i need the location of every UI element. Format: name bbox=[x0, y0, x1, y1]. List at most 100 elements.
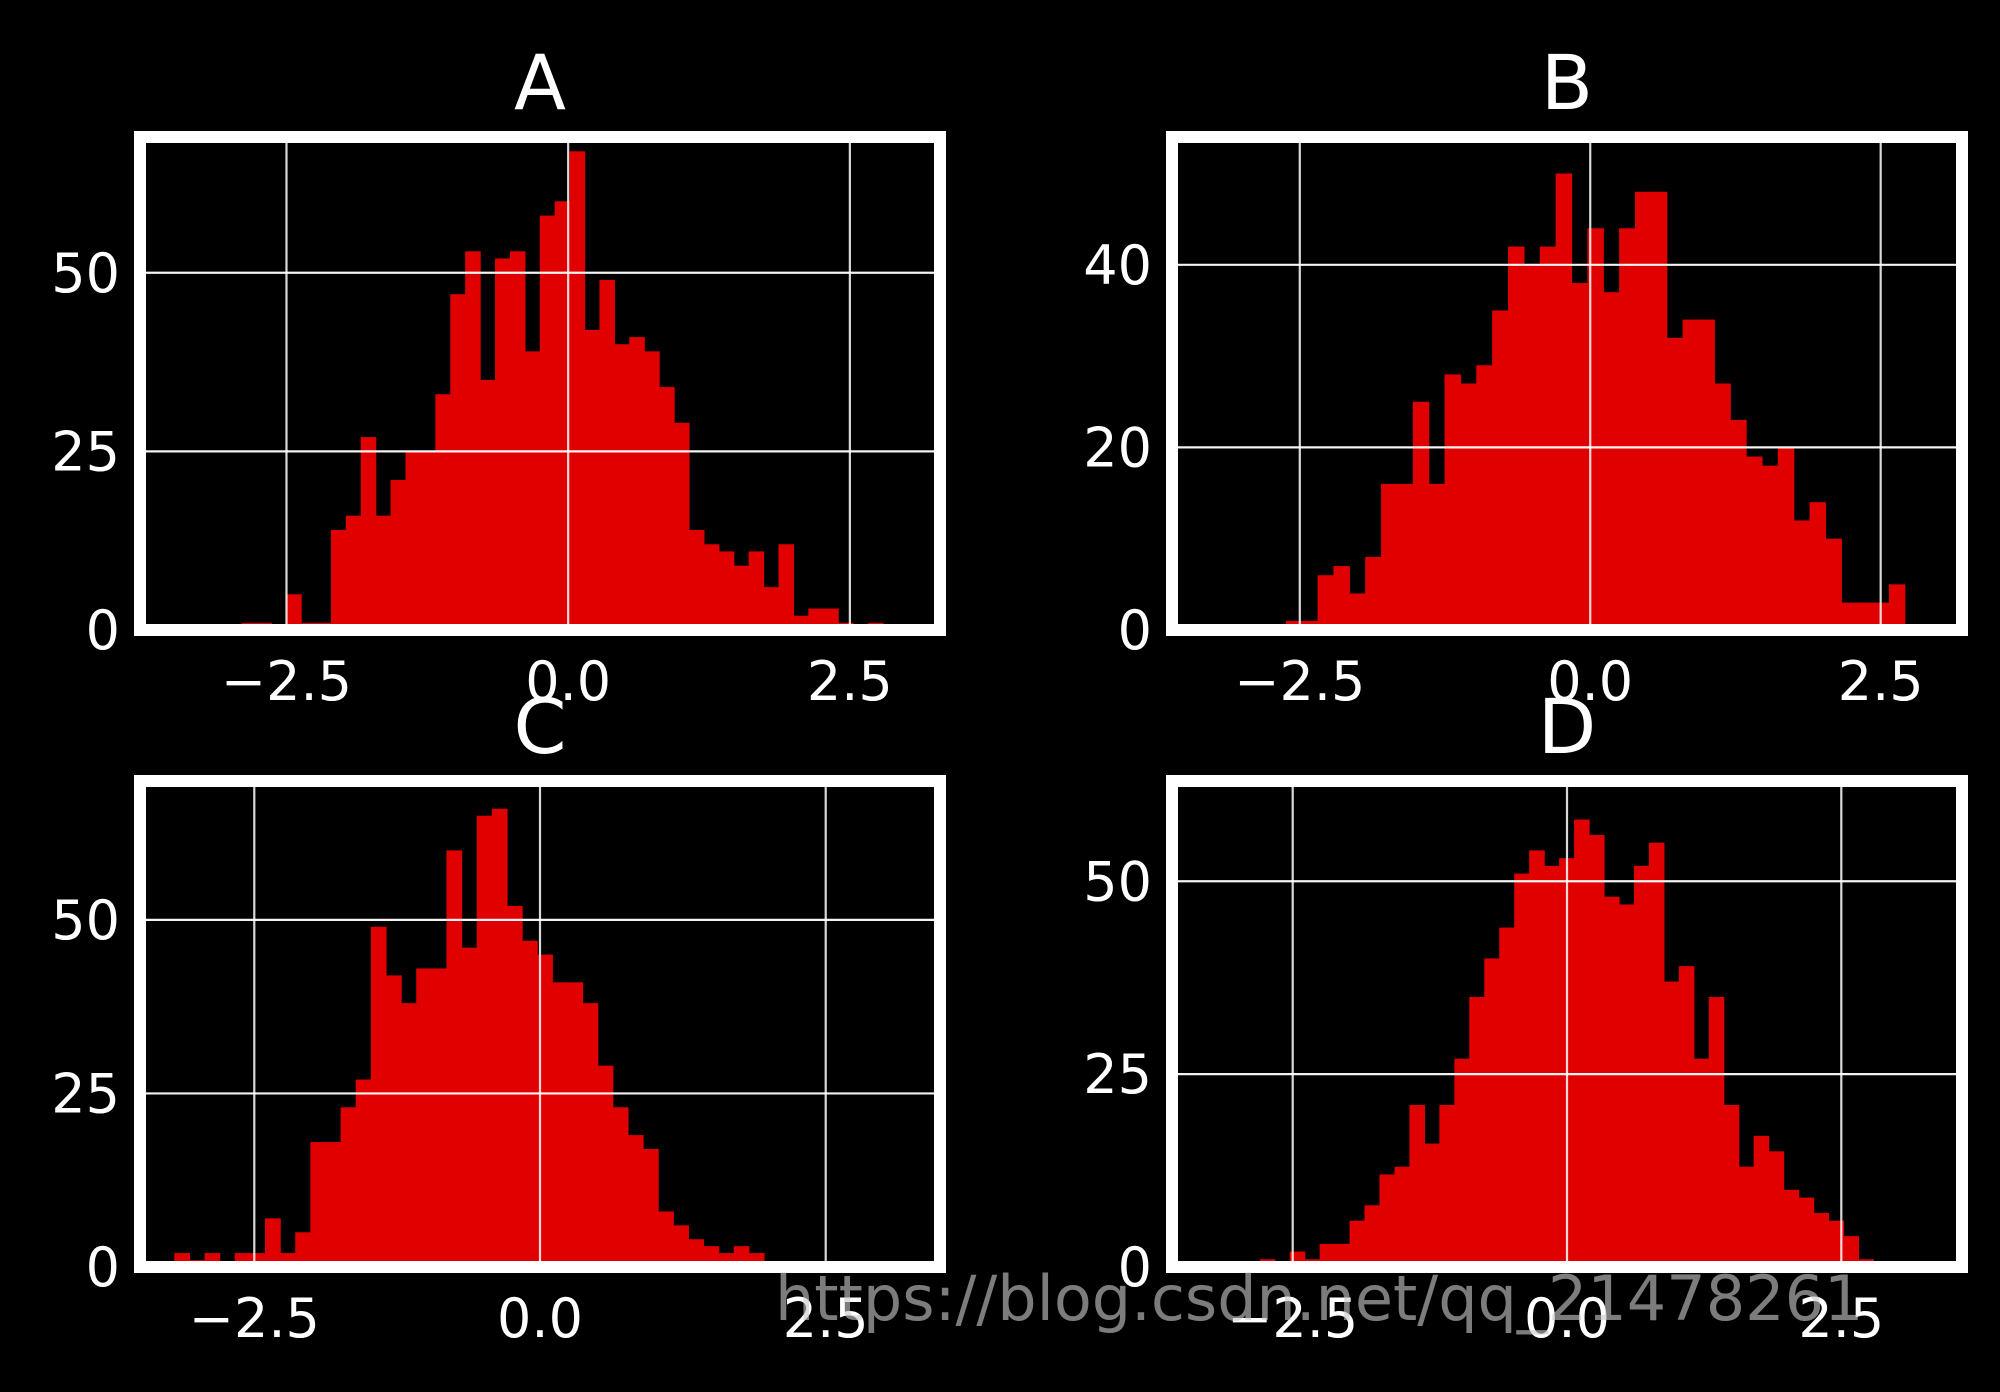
subplot-b-bar bbox=[1476, 365, 1493, 630]
subplot-b-bar bbox=[1666, 337, 1684, 630]
subplot-a-bar bbox=[688, 529, 705, 630]
subplot-b-bar bbox=[1857, 602, 1874, 630]
subplot-b-bar bbox=[1349, 593, 1366, 630]
subplot-a-bar bbox=[703, 544, 720, 630]
subplot-c-frame bbox=[134, 775, 946, 1273]
subplot-d-frame bbox=[1166, 775, 1968, 1273]
subplot-a-bar bbox=[748, 551, 765, 630]
subplot-b-bar bbox=[1460, 383, 1477, 630]
subplot-c-bar bbox=[597, 1065, 614, 1267]
subplot-a-bar bbox=[375, 515, 392, 630]
subplot-a-bar bbox=[360, 437, 377, 630]
subplot-a-bar bbox=[733, 565, 750, 630]
subplot-d-bar bbox=[1454, 1058, 1470, 1267]
subplot-d-bar bbox=[1723, 1105, 1740, 1267]
subplot-b-bar bbox=[1571, 283, 1588, 630]
subplot-d-bar bbox=[1589, 835, 1605, 1267]
subplot-d-bar bbox=[1544, 865, 1560, 1267]
subplot-a-bar bbox=[599, 279, 615, 630]
subplot-b-title: B bbox=[1541, 38, 1593, 127]
subplot-c-bar bbox=[522, 940, 538, 1267]
subplot-d-bar bbox=[1514, 873, 1530, 1267]
subplot-b-bar bbox=[1428, 483, 1446, 630]
subplot-d-bar bbox=[1678, 966, 1695, 1267]
subplot-a-bar bbox=[763, 587, 780, 630]
subplot-a-bar bbox=[450, 294, 466, 630]
subplot-d-bar bbox=[1648, 842, 1665, 1267]
subplot-b-bar bbox=[1730, 420, 1747, 630]
subplot-b-y-tick-label: 0 bbox=[1118, 599, 1152, 662]
watermark-text: https://blog.csdn.net/qq_21478261 bbox=[775, 1262, 1864, 1335]
subplot-b-x-tick-label: 2.5 bbox=[1838, 650, 1924, 713]
subplot-c-bar bbox=[446, 850, 463, 1267]
subplot-b-bar bbox=[1698, 319, 1715, 630]
subplot-d-x-tick-label: −2.5 bbox=[1227, 1287, 1358, 1350]
subplot-c-x-tick-label: 0.0 bbox=[497, 1287, 583, 1350]
subplot-c-bar bbox=[491, 808, 508, 1267]
subplot-a-bar bbox=[345, 515, 362, 630]
subplot-a-y-tick-label: 50 bbox=[51, 242, 120, 305]
subplot-c-bar bbox=[461, 947, 478, 1267]
subplot-b-y-tick-label: 40 bbox=[1083, 234, 1152, 297]
subplot-c-bar bbox=[627, 1135, 644, 1267]
subplot-d-y-tick-label: 50 bbox=[1083, 850, 1152, 913]
subplot-d-bar bbox=[1349, 1220, 1366, 1267]
subplot-d-bar bbox=[1693, 1058, 1710, 1267]
subplot-b-bar bbox=[1888, 584, 1906, 630]
subplot-a-title: A bbox=[514, 38, 566, 127]
subplot-b-bar bbox=[1539, 246, 1557, 630]
subplot-b-x-tick-label: −2.5 bbox=[1234, 650, 1365, 713]
subplot-c-y-tick-label: 0 bbox=[86, 1236, 120, 1299]
subplot-c-bar bbox=[310, 1142, 327, 1267]
subplot-c-y-tick-label: 25 bbox=[51, 1062, 120, 1125]
subplot-b-bar bbox=[1508, 246, 1525, 630]
subplot-b-bar bbox=[1682, 319, 1700, 630]
subplot-b-bar bbox=[1777, 447, 1795, 630]
subplot-d-bar bbox=[1394, 1166, 1411, 1267]
subplot-d-x-tick-label: 2.5 bbox=[1798, 1287, 1884, 1350]
subplot-b-bar bbox=[1396, 483, 1414, 630]
subplot-b-bar bbox=[1381, 483, 1398, 630]
subplot-c-y-tick-label: 50 bbox=[51, 889, 120, 952]
subplot-a-y-tick-label: 0 bbox=[86, 599, 120, 662]
subplot-b-bar bbox=[1317, 575, 1335, 630]
subplot-c-bar bbox=[582, 1003, 599, 1267]
subplot-d-bar bbox=[1828, 1220, 1845, 1267]
subplot-b-bar bbox=[1634, 191, 1652, 630]
subplot-c-bar bbox=[673, 1225, 689, 1267]
subplot-c-x-tick-label: −2.5 bbox=[189, 1287, 320, 1350]
subplot-d-bar bbox=[1499, 927, 1515, 1267]
subplot-a-frame bbox=[134, 131, 946, 636]
subplot-a-bar bbox=[718, 551, 735, 630]
subplot-b-bar bbox=[1761, 465, 1779, 630]
subplot-b-bar bbox=[1714, 383, 1731, 630]
subplot-a-bar bbox=[644, 351, 660, 630]
subplot-d-bar bbox=[1574, 819, 1590, 1267]
subplot-a-bar bbox=[480, 379, 496, 630]
subplot-a-bar bbox=[330, 529, 347, 630]
subplot-a-bar bbox=[509, 251, 526, 630]
subplot-d-bar bbox=[1379, 1174, 1396, 1267]
subplot-d-bar bbox=[1738, 1166, 1755, 1267]
subplot-a-x-tick-label: 2.5 bbox=[807, 650, 893, 713]
subplot-b-bar bbox=[1841, 602, 1858, 630]
subplot-a-x-tick-label: −2.5 bbox=[221, 650, 352, 713]
subplot-b-bar bbox=[1793, 520, 1811, 630]
subplot-a-bar bbox=[286, 594, 302, 630]
subplot-a-bar bbox=[629, 337, 645, 630]
subplot-a-bar bbox=[435, 394, 451, 630]
subplot-c-bar bbox=[340, 1107, 357, 1267]
subplot-d-bar bbox=[1753, 1135, 1770, 1267]
subplot-d-bar bbox=[1843, 1236, 1860, 1267]
subplot-c-bar bbox=[567, 982, 584, 1267]
subplot-a-bar bbox=[614, 344, 630, 630]
subplot-c-bar bbox=[401, 1003, 417, 1267]
subplot-c-bar bbox=[295, 1232, 311, 1267]
subplot-a-bar bbox=[420, 451, 436, 630]
subplot-c-bar bbox=[370, 926, 387, 1267]
subplot-a-bar bbox=[569, 151, 586, 631]
subplot-d-bar bbox=[1783, 1189, 1800, 1267]
subplot-d-x-tick-label: 0.0 bbox=[1524, 1287, 1610, 1350]
subplot-b-bar bbox=[1333, 566, 1350, 630]
